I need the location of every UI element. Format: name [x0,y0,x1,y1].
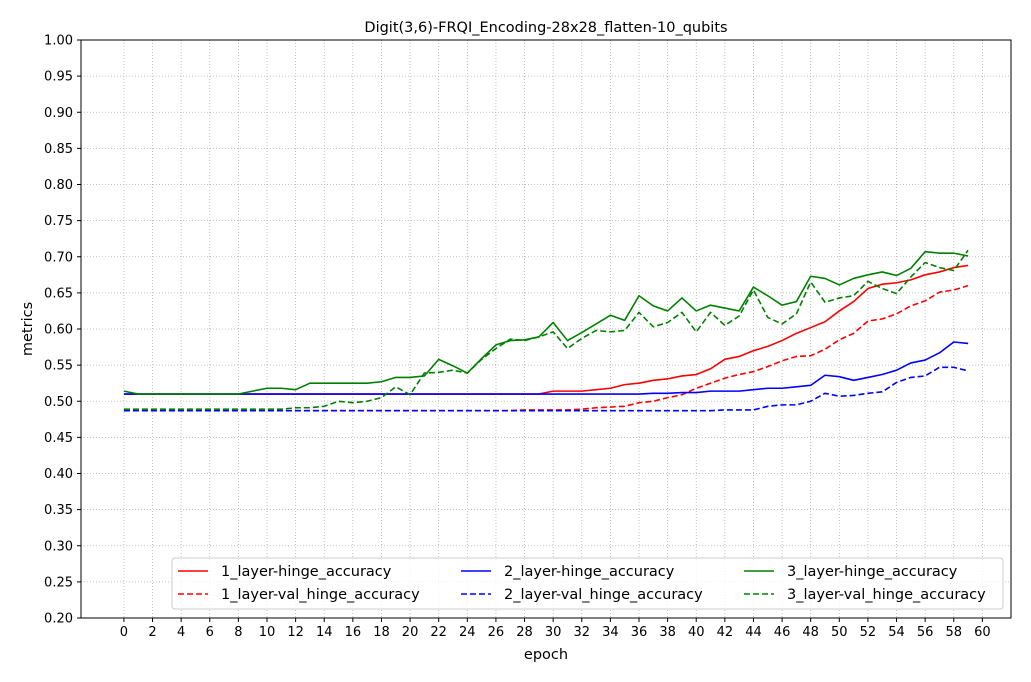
legend-box [171,557,1004,610]
x-tick-label: 46 [774,625,791,640]
y-tick-label: 0.35 [44,503,73,518]
y-tick-label: 0.45 [44,431,73,446]
y-tick-label: 0.60 [44,323,73,338]
y-tick-label: 0.75 [44,214,73,229]
x-tick-label: 10 [259,625,276,640]
series-lines [123,249,969,412]
x-tick-label: 40 [688,625,705,640]
legend-entry: 2_layer-hinge_accuracy [461,564,675,580]
legend-entry: 1_layer-val_hinge_accuracy [178,587,420,603]
x-tick-label: 26 [488,625,505,640]
x-tick-label: 54 [888,625,905,640]
legend-entry: 1_layer-hinge_accuracy [178,564,392,580]
y-axis: 0.20 0.25 0.30 0.35 0.40 0.45 0.50 0.55 0.60 0.65… [44,34,81,627]
x-tick-label: 38 [659,625,676,640]
x-tick-label: 36 [631,625,648,640]
y-tick-label: 0.50 [44,395,73,410]
y-tick-label: 0.30 [44,539,73,554]
x-tick-label: 32 [573,625,590,640]
chart-title: Digit(3,6)-FRQI_Encoding-28x28_flatten-1… [364,20,727,36]
legend-label: 2_layer-hinge_accuracy [504,564,675,580]
x-tick-label: 20 [402,625,419,640]
y-tick-label: 0.65 [44,286,73,301]
y-tick-label: 0.25 [44,575,73,590]
y-tick-label: 0.95 [44,70,73,85]
x-axis-label: epoch [524,647,568,663]
y-tick-label: 0.90 [44,106,73,121]
x-axis: 0 2 4 6 8 10 12 14 16 18 20 22 24 26 28 30 32 34 36 38 40 42 4… [120,618,991,640]
series-line-6 [123,249,969,410]
x-tick-label: 48 [802,625,819,640]
legend-label: 2_layer-val_hinge_accuracy [504,587,703,603]
legend-label: 3_layer-val_hinge_accuracy [787,587,986,603]
x-tick-label: 52 [860,625,877,640]
legend-label: 1_layer-val_hinge_accuracy [221,587,420,603]
legend-entry: 2_layer-val_hinge_accuracy [461,587,703,603]
series-line-4 [123,366,969,412]
x-tick-label: 18 [373,625,390,640]
x-tick-label: 34 [602,625,619,640]
x-tick-label: 50 [831,625,848,640]
y-tick-label: 0.85 [44,142,73,157]
y-axis-label: metrics [20,302,36,356]
x-tick-label: 6 [206,625,214,640]
x-tick-label: 12 [287,625,304,640]
y-tick-label: 1.00 [44,34,73,49]
legend-entry: 3_layer-hinge_accuracy [744,564,958,580]
x-tick-label: 16 [345,625,362,640]
x-tick-label: 2 [148,625,156,640]
x-tick-label: 24 [459,625,476,640]
legend-label: 3_layer-hinge_accuracy [787,564,958,580]
y-tick-label: 0.80 [44,178,73,193]
x-tick-label: 58 [945,625,962,640]
x-tick-label: 28 [516,625,533,640]
y-tick-label: 0.20 [44,612,73,627]
x-tick-label: 56 [917,625,934,640]
series-line-5 [123,250,969,395]
legend: 1_layer-hinge_accuracy 1_layer-val_hinge_… [171,557,1004,610]
x-tick-label: 0 [120,625,128,640]
y-tick-label: 0.55 [44,359,73,374]
legend-entry: 3_layer-val_hinge_accuracy [744,587,986,603]
y-tick-label: 0.70 [44,250,73,265]
x-tick-label: 4 [177,625,185,640]
x-tick-label: 14 [316,625,333,640]
legend-label: 1_layer-hinge_accuracy [221,564,392,580]
x-tick-label: 8 [234,625,242,640]
x-tick-label: 60 [974,625,991,640]
series-line-3 [123,341,969,395]
x-tick-label: 22 [430,625,447,640]
x-tick-label: 42 [717,625,734,640]
y-tick-label: 0.40 [44,467,73,482]
x-tick-label: 30 [545,625,562,640]
x-tick-label: 44 [745,625,762,640]
